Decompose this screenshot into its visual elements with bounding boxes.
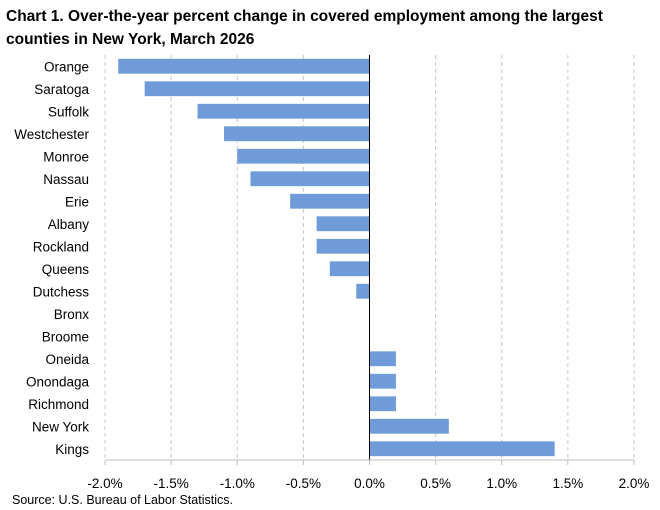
bar (369, 373, 396, 389)
category-label: Dutchess (33, 284, 90, 299)
x-tick-label: -1.0% (220, 476, 255, 491)
category-label: Onondaga (26, 374, 90, 389)
category-label: Orange (44, 59, 89, 74)
category-label: Rockland (33, 239, 89, 254)
bar (290, 193, 370, 209)
x-tick-label: 1.0% (486, 476, 517, 491)
x-tick-label: 0.5% (420, 476, 451, 491)
bar (118, 58, 370, 74)
bar (369, 441, 555, 457)
bar (356, 283, 370, 299)
bar (197, 103, 370, 119)
bar (369, 351, 396, 367)
x-tick-label: -1.5% (153, 476, 188, 491)
bar (329, 261, 370, 277)
category-label: Westchester (14, 127, 89, 142)
x-tick-label: -0.5% (286, 476, 321, 491)
category-label: Broome (42, 329, 89, 344)
bar (369, 418, 449, 434)
bar (144, 81, 370, 97)
category-label: Monroe (43, 149, 89, 164)
bar (316, 238, 370, 254)
category-label: Nassau (43, 172, 89, 187)
category-label: Erie (65, 194, 89, 209)
axes (104, 55, 635, 465)
chart-title: Chart 1. Over-the-year percent change in… (6, 8, 603, 48)
category-label: Kings (55, 442, 89, 457)
category-label: Bronx (54, 307, 90, 322)
x-tick-label: -2.0% (87, 476, 122, 491)
bar (316, 216, 370, 232)
bar (369, 396, 396, 412)
category-label: New York (32, 419, 89, 434)
bars (118, 58, 555, 457)
category-label: Oneida (45, 352, 89, 367)
category-label: Saratoga (34, 82, 89, 97)
labels: -2.0% -1.5% -1.0% -0.5% 0.0% 0.5% 1.0% 1.5% 2.0%… (14, 59, 649, 491)
chart-source: Source: U.S. Bureau of Labor Statistics. (12, 493, 233, 507)
bar (250, 171, 370, 187)
bar (237, 148, 370, 164)
category-label: Richmond (28, 397, 89, 412)
category-label: Queens (42, 262, 90, 277)
x-tick-label: 0.0% (354, 476, 385, 491)
category-label: Albany (48, 217, 90, 232)
gridlines (104, 55, 635, 460)
bar (224, 126, 370, 142)
category-label: Suffolk (48, 104, 89, 119)
x-tick-label: 1.5% (552, 476, 583, 491)
x-tick-label: 2.0% (619, 476, 650, 491)
